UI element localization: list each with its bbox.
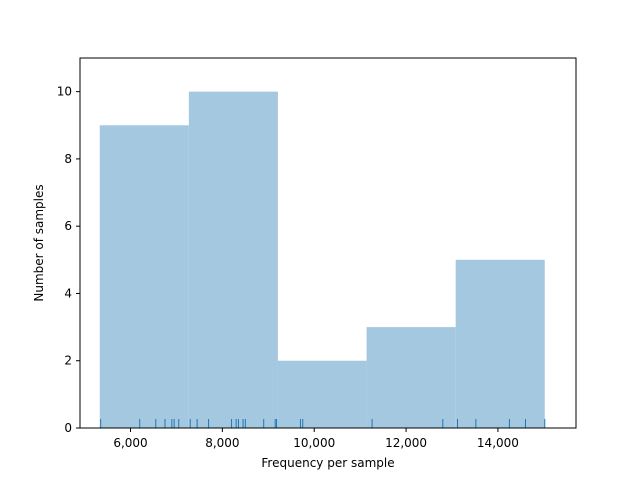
histogram-bar-1 [188,91,278,429]
x-tick-label-2: 10,000 [293,436,335,450]
y-tick-label-1: 2 [64,354,72,368]
y-axis: 0 2 4 6 8 10 [57,85,80,435]
x-tick-label-3: 12,000 [385,436,427,450]
x-tick-label-0: 6,000 [113,436,147,450]
rug-layer [100,419,546,428]
histogram-bar-0 [99,125,189,428]
bars-layer [99,91,545,429]
x-tick-label-1: 8,000 [205,436,239,450]
x-tick-label-4: 14,000 [477,436,519,450]
y-tick-label-2: 4 [64,286,72,300]
x-axis-label: Frequency per sample [261,456,394,470]
histogram-bar-3 [366,327,456,428]
plot-frame [79,57,577,429]
x-axis: 6,000 8,000 10,000 12,000 14,000 [113,428,519,450]
histogram-bar-4 [455,259,545,428]
histogram-bar-2 [277,360,367,428]
y-tick-label-5: 10 [57,85,72,99]
y-tick-label-0: 0 [64,421,72,435]
y-tick-label-4: 8 [64,152,72,166]
y-tick-label-3: 6 [64,219,72,233]
y-axis-label: Number of samples [32,184,46,301]
